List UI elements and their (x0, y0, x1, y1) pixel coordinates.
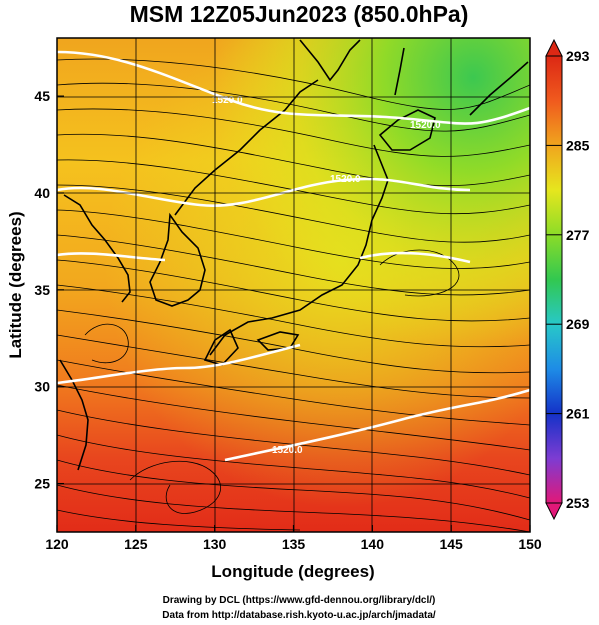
coast-sakhalin (394, 47, 405, 96)
contour-east (359, 251, 471, 264)
contour-label: 1520.0 (272, 445, 303, 456)
coast-china (63, 194, 131, 303)
credit-data: Data from http://database.rish.kyoto-u.a… (162, 610, 436, 621)
grid-lines (57, 38, 530, 532)
y-tick-label: 35 (34, 282, 50, 298)
credit-drawing: Drawing by DCL (https://www.gfd-dennou.o… (163, 595, 436, 606)
height-contours (57, 50, 530, 462)
y-tick-label: 45 (34, 88, 50, 104)
colorbar-tick-label: 261 (566, 406, 590, 422)
chart-title: MSM 12Z05Jun2023 (850.0hPa) (130, 1, 469, 27)
coast-honshu (209, 144, 389, 356)
colorbar-tick-label: 285 (566, 137, 590, 153)
colorbar-ticks: 293 285 277 269 261 253 (546, 48, 590, 511)
y-axis-label: Latitude (degrees) (6, 211, 25, 358)
temperature-field-cold (57, 38, 530, 532)
x-tick-label: 125 (124, 536, 148, 552)
plot-area: 1520.0 1520.0 1520.0 1520.0 (57, 38, 530, 532)
coast-korea-north (174, 79, 319, 216)
x-axis-label: Longitude (degrees) (211, 562, 374, 581)
x-tick-label: 120 (45, 536, 69, 552)
contour-north (57, 50, 530, 125)
y-axis-ticks: 25 30 35 40 45 (34, 88, 64, 492)
contour-label: 1520.0 (330, 174, 361, 185)
contour-mid-north (57, 177, 471, 207)
colorbar: 293 285 277 269 261 253 (545, 38, 590, 521)
x-tick-label: 145 (439, 536, 463, 552)
colorbar-tick-label: 277 (566, 227, 590, 243)
x-axis-ticks: 120 125 130 135 140 145 150 (45, 525, 542, 552)
x-tick-label: 150 (518, 536, 542, 552)
contour-southwest (57, 343, 301, 385)
y-tick-label: 30 (34, 379, 50, 395)
colorbar-tick-label: 269 (566, 316, 590, 332)
x-tick-label: 135 (282, 536, 306, 552)
colorbar-min-arrow (545, 502, 563, 521)
colorbar-max-arrow (545, 38, 563, 57)
x-tick-label: 130 (203, 536, 227, 552)
contour-label: 1520.0 (410, 120, 441, 131)
x-tick-label: 140 (361, 536, 385, 552)
y-tick-label: 40 (34, 185, 50, 201)
contour-south (224, 388, 530, 462)
colorbar-scale (545, 55, 563, 504)
y-tick-label: 25 (34, 476, 50, 492)
contour-west (57, 252, 166, 262)
coast-china-south (59, 359, 89, 471)
coast-siberia (299, 39, 361, 82)
streamlines (57, 58, 530, 532)
contour-label: 1520.0 (212, 95, 243, 106)
colorbar-tick-label: 253 (566, 495, 590, 511)
colorbar-tick-label: 293 (566, 48, 590, 64)
